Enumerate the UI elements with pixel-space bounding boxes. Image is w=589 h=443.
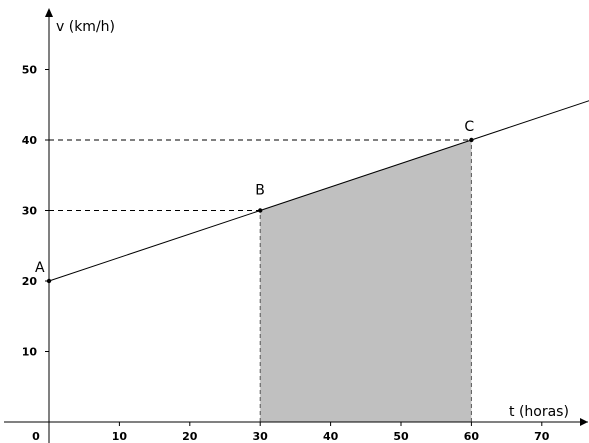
shaded-area [260, 139, 472, 422]
point-b [258, 208, 263, 213]
x-tick-label: 20 [182, 430, 198, 443]
labels-layer: v (km/h) t (horas) 0 10 20 30 40 50 60 70 10 20 30… [22, 19, 569, 443]
guide-lines-layer [49, 139, 472, 211]
axes-layer [4, 8, 588, 443]
point-c [469, 137, 474, 143]
x-tick-label: 40 [323, 430, 339, 443]
points-layer [46, 137, 474, 284]
y-tick-label: 40 [22, 134, 38, 147]
point-label-a: A [35, 260, 45, 276]
y-tick-label: 10 [22, 346, 38, 359]
x-axis-label: t (horas) [509, 404, 569, 420]
y-tick-label: 50 [22, 64, 38, 77]
x-tick-label: 70 [534, 430, 550, 443]
x-tick-label: 30 [253, 430, 269, 443]
velocity-line [48, 100, 589, 282]
y-tick-label: 20 [22, 275, 38, 288]
shaded-area-layer [259, 139, 472, 422]
y-axis-arrow [45, 8, 53, 17]
line-layer [48, 100, 589, 282]
x-tick-label: 10 [112, 430, 128, 443]
y-axis-label: v (km/h) [56, 19, 115, 35]
x-tick-label: 50 [393, 430, 409, 443]
y-tick-label: 30 [22, 205, 38, 218]
x-tick-label: 60 [464, 430, 480, 443]
point-label-b: B [255, 183, 265, 199]
point-a [46, 278, 52, 284]
point-label-c: C [464, 119, 474, 135]
x-tick-label: 0 [32, 430, 40, 443]
x-axis-arrow [580, 418, 588, 426]
